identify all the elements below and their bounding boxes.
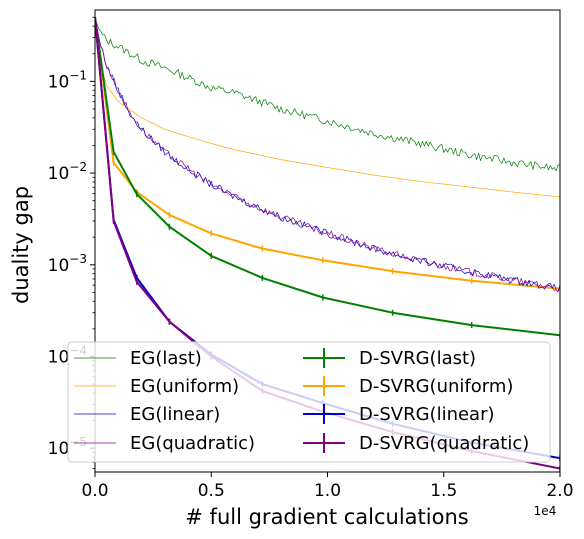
x-axis-label: # full gradient calculations	[185, 505, 468, 529]
legend-label-eg-uniform: EG(uniform)	[130, 376, 239, 397]
x-tick-label: 0.0	[81, 481, 108, 501]
legend-label-d-svrg-uniform: D-SVRG(uniform)	[359, 376, 513, 397]
series-line-eg-uniform	[95, 26, 560, 198]
y-axis-label: duality gap	[9, 186, 33, 304]
y-tick-label: 10−3	[48, 252, 87, 276]
x-tick-label: 2.0	[546, 481, 573, 501]
legend-box	[67, 341, 551, 463]
series-line-eg-last	[95, 17, 560, 172]
legend-label-d-svrg-quadratic: D-SVRG(quadratic)	[359, 433, 529, 454]
legend: EG(last) EG(uniform) EG(linear) EG(quadrati…	[67, 341, 551, 463]
y-tick-label: 10−2	[48, 160, 87, 184]
x-offset-label: 1e4	[534, 504, 557, 518]
axes: 0.00.51.01.52.010−110−210−310−410−5	[48, 9, 574, 501]
y-tick-label: 10−1	[48, 68, 87, 92]
legend-label-eg-last: EG(last)	[130, 348, 202, 369]
series-line-d-svrg-last	[95, 17, 560, 337]
series-line-eg-quadratic	[95, 17, 560, 292]
legend-label-d-svrg-last: D-SVRG(last)	[359, 348, 476, 369]
legend-label-d-svrg-linear: D-SVRG(linear)	[359, 404, 495, 425]
series-line-eg-linear	[95, 17, 560, 293]
x-tick-label: 1.5	[430, 481, 457, 501]
x-tick-label: 0.5	[198, 481, 225, 501]
series-line-d-svrg-uniform	[95, 17, 560, 290]
legend-label-eg-quadratic: EG(quadratic)	[130, 433, 255, 454]
x-tick-label: 1.0	[314, 481, 341, 501]
legend-label-eg-linear: EG(linear)	[130, 404, 220, 425]
